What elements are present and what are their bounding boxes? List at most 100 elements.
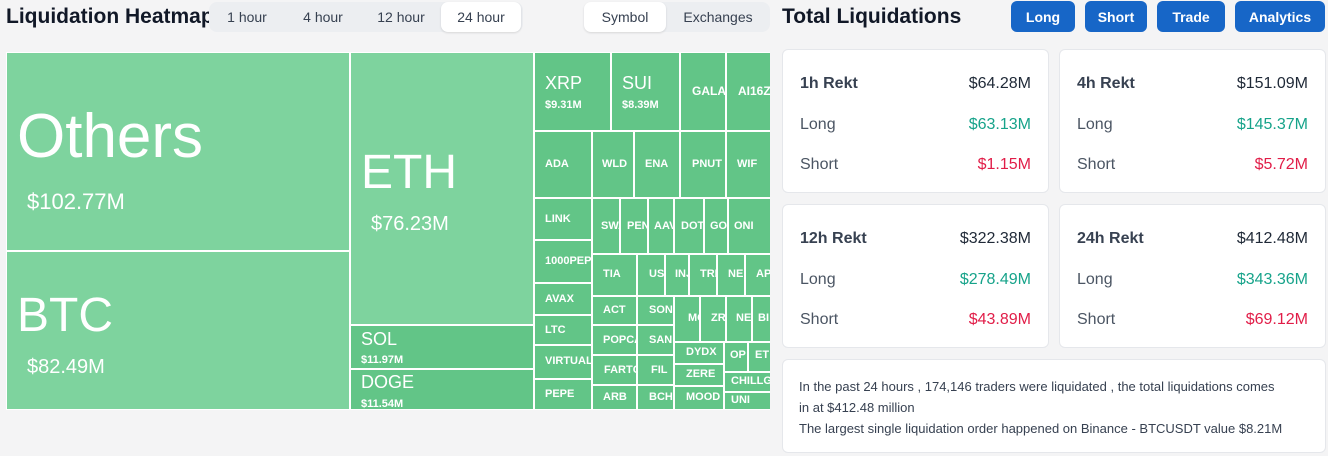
heatmap-tile-zere[interactable]: ZERE <box>674 364 724 386</box>
short-label: Short <box>800 311 839 328</box>
summary-line: in at $412.48 million <box>799 400 915 415</box>
heatmap-tile-arb[interactable]: ARB <box>592 385 637 410</box>
tab-exchanges[interactable]: Exchanges <box>683 9 753 25</box>
tile-symbol: SONI <box>649 304 674 316</box>
heatmap-tile-gala[interactable]: GALA <box>680 52 726 131</box>
group-selector: Symbol Exchanges <box>584 2 770 32</box>
tile-value: $11.54M <box>361 398 404 410</box>
heatmap-tile-fartc[interactable]: FARTC <box>592 355 637 385</box>
tile-symbol: LINK <box>545 213 571 225</box>
heatmap-tile-doge[interactable]: DOGE $11.54M <box>350 369 534 410</box>
heatmap-tile-zr[interactable]: ZR <box>700 296 726 342</box>
heatmap-tile-tia[interactable]: TIA <box>592 254 637 296</box>
tile-symbol: FIL <box>651 364 668 376</box>
timeframe-selector: 1 hour 4 hour 12 hour 24 hour <box>209 2 523 32</box>
short-label: Short <box>1077 311 1116 328</box>
heatmap-tile-et[interactable]: ET <box>748 342 770 372</box>
tile-symbol: ACT <box>603 304 626 316</box>
tile-symbol: TRI <box>700 268 717 280</box>
tab-symbol[interactable]: Symbol <box>584 2 666 32</box>
heatmap-tile-link[interactable]: LINK <box>534 198 592 240</box>
heatmap-tile-swa[interactable]: SWA <box>592 198 620 254</box>
tile-symbol: PNUT <box>692 158 722 170</box>
heatmap-tile-wld[interactable]: WLD <box>592 131 634 198</box>
heatmap-tile-aav[interactable]: AAV <box>648 198 674 254</box>
tile-symbol: CHILLG <box>731 375 770 387</box>
analytics-button[interactable]: Analytics <box>1235 1 1325 32</box>
heatmap-tile-bch[interactable]: BCH <box>637 385 674 410</box>
heatmap-tile-goa[interactable]: GOA <box>704 198 728 254</box>
tile-value: $8.39M <box>622 99 659 111</box>
heatmap-tile-uni[interactable]: UNI <box>724 392 770 410</box>
tile-symbol: AAV <box>654 220 673 232</box>
card-1h-rekt: 1h Rekt $64.28M Long $63.13M Short $1.15M <box>782 49 1049 193</box>
heatmap-tile-eth[interactable]: ETH $76.23M <box>350 52 534 325</box>
heatmap-tile-ne[interactable]: NE <box>726 296 752 342</box>
heatmap-tile-dot[interactable]: DOT <box>674 198 704 254</box>
tile-symbol: ADA <box>545 158 569 170</box>
tile-symbol: SAND <box>649 334 673 346</box>
short-label: Short <box>800 156 839 173</box>
heatmap-tile-mood[interactable]: MOOD <box>674 386 724 410</box>
heatmap-tile-pepe[interactable]: PEPE <box>534 379 592 410</box>
tile-symbol: MOOD <box>686 391 721 403</box>
heatmap-tile-ne[interactable]: NE <box>717 254 745 296</box>
heatmap-tile-tri[interactable]: TRI <box>689 254 717 296</box>
heatmap-tile-fil[interactable]: FIL <box>637 355 674 385</box>
short-button[interactable]: Short <box>1085 1 1147 32</box>
tile-symbol: ONI <box>734 220 754 232</box>
long-value: $63.13M <box>968 116 1031 133</box>
heatmap-tile-ltc[interactable]: LTC <box>534 315 592 345</box>
heatmap-tile-dydx[interactable]: DYDX <box>674 342 724 364</box>
summary-line: The largest single liquidation order hap… <box>799 421 1283 436</box>
tile-symbol: INJ <box>675 268 688 280</box>
heatmap-tile-popca[interactable]: POPCA <box>592 325 637 355</box>
heatmap-tile-usi[interactable]: USI <box>637 254 665 296</box>
heatmap-tile-1000pep[interactable]: 1000PEP <box>534 240 592 283</box>
heatmap-tile-sand[interactable]: SAND <box>637 325 674 355</box>
tab-1-hour[interactable]: 1 hour <box>227 9 267 25</box>
trade-button[interactable]: Trade <box>1157 1 1225 32</box>
heatmap-tile-act[interactable]: ACT <box>592 296 637 325</box>
card-4h-rekt: 4h Rekt $151.09M Long $145.37M Short $5.72M <box>1059 49 1326 193</box>
heatmap-tile-wif[interactable]: WIF <box>726 131 770 198</box>
tab-24-hour[interactable]: 24 hour <box>441 2 521 32</box>
heatmap-title: Liquidation Heatmap <box>6 5 214 28</box>
heatmap-tile-others[interactable]: Others $102.77M <box>6 52 350 251</box>
heatmap-tile-inj[interactable]: INJ <box>665 254 689 296</box>
tab-12-hour[interactable]: 12 hour <box>377 9 425 25</box>
heatmap-tile-bi[interactable]: BI <box>752 296 770 342</box>
long-value: $145.37M <box>1236 116 1308 133</box>
card-label: 12h Rekt <box>800 230 867 247</box>
heatmap-tile-chillg[interactable]: CHILLG <box>724 372 770 392</box>
heatmap-tile-ena[interactable]: ENA <box>634 131 680 198</box>
tile-symbol: AP <box>756 268 770 280</box>
tile-symbol: ETH <box>361 146 457 199</box>
long-label: Long <box>1077 271 1113 288</box>
tile-value: $82.49M <box>27 356 105 378</box>
heatmap-tile-ada[interactable]: ADA <box>534 131 592 198</box>
tile-value: $9.31M <box>545 99 582 111</box>
heatmap-tile-xrp[interactable]: XRP $9.31M <box>534 52 611 131</box>
heatmap-tile-avax[interactable]: AVAX <box>534 283 592 315</box>
heatmap-tile-pnut[interactable]: PNUT <box>680 131 726 198</box>
tile-symbol: DYDX <box>686 346 717 358</box>
heatmap-tile-oni[interactable]: ONI <box>728 198 770 254</box>
heatmap-tile-btc[interactable]: BTC $82.49M <box>6 251 350 410</box>
heatmap-tile-virtual[interactable]: VIRTUAL <box>534 345 592 379</box>
heatmap-tile-sol[interactable]: SOL $11.97M <box>350 325 534 369</box>
heatmap-tile-soni[interactable]: SONI <box>637 296 674 325</box>
heatmap-tile-mo[interactable]: MO <box>674 296 700 342</box>
tile-symbol: SOL <box>361 329 398 349</box>
heatmap-tile-ai16z[interactable]: AI16Z <box>726 52 770 131</box>
heatmap-tile-ap[interactable]: AP <box>745 254 770 296</box>
tile-symbol: PEPE <box>545 388 575 400</box>
heatmap-tile-pen[interactable]: PEN <box>620 198 648 254</box>
long-button[interactable]: Long <box>1011 1 1075 32</box>
tile-symbol: DOT <box>681 220 704 232</box>
long-label: Long <box>1077 116 1113 133</box>
tile-symbol: USI <box>649 268 665 280</box>
heatmap-tile-op[interactable]: OP <box>724 342 748 372</box>
heatmap-tile-sui[interactable]: SUI $8.39M <box>611 52 680 131</box>
tab-4-hour[interactable]: 4 hour <box>303 9 343 25</box>
